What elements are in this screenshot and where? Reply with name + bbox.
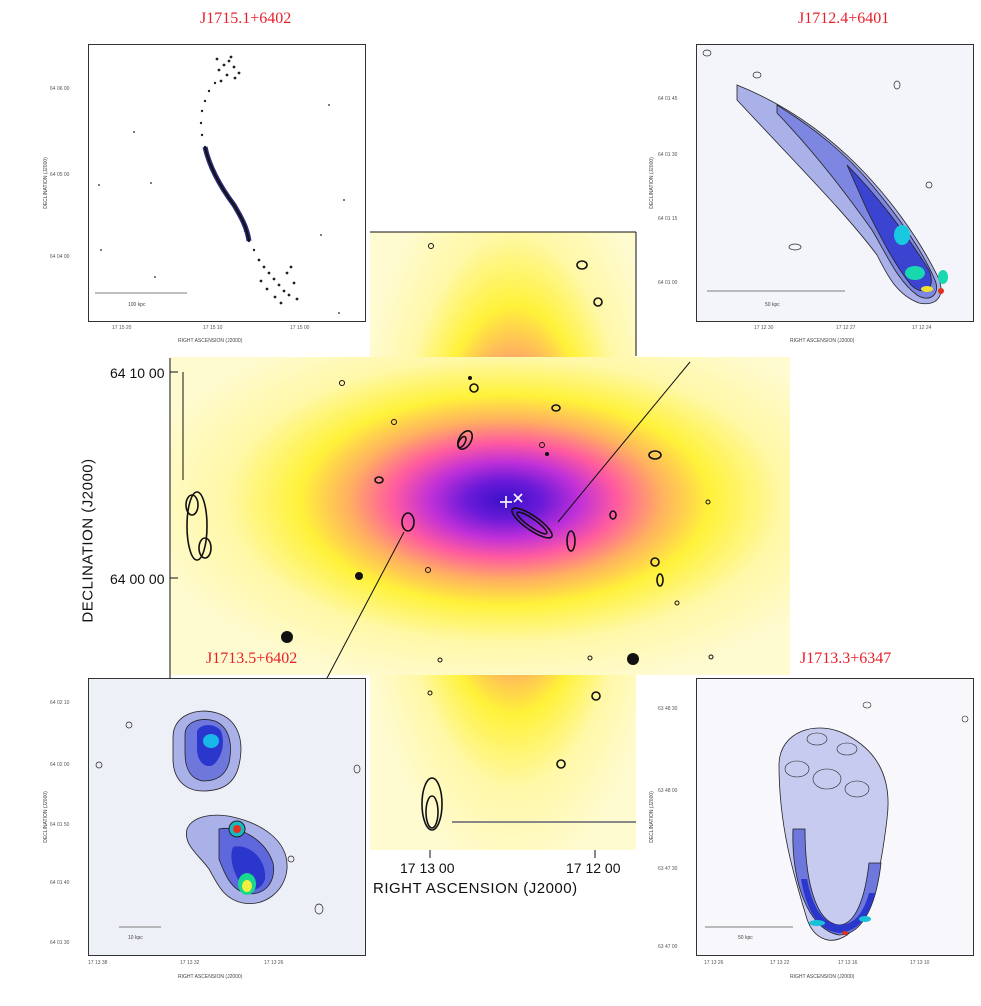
panel3-ytick-4: 64 01 40 (50, 880, 70, 886)
panel2-title: J1712.4+6401 (798, 10, 890, 27)
panel4-ytick-2: 63 48 00 (658, 788, 678, 794)
panel4-scale: 50 kpc (738, 935, 753, 941)
panel3-xtick-2: 17 13 32 (180, 960, 200, 966)
panel4-ylabel: DECLINATION (J2000) (649, 791, 655, 843)
main-xtick-2: 17 12 00 (566, 860, 621, 876)
panel4-ytick-4: 63 47 00 (658, 944, 678, 950)
panel1-ytick-3: 64 04 00 (50, 254, 70, 260)
panel2-xtick-3: 17 12 24 (912, 325, 932, 331)
panel2-ytick-2: 64 01 30 (658, 152, 678, 158)
panel3-ytick-5: 64 01 30 (50, 940, 70, 946)
main-xlabel: RIGHT ASCENSION (J2000) (373, 880, 578, 897)
panel3-image (95, 710, 361, 928)
panel3-xtick-1: 17 13 38 (88, 960, 108, 966)
panel4-frame (696, 678, 974, 956)
panel2-scale: 50 kpc (765, 302, 780, 308)
panel4-xtick-3: 17 13 16 (838, 960, 858, 966)
panel3-xlabel: RIGHT ASCENSION (J2000) (178, 974, 243, 980)
panel1-frame (88, 44, 366, 322)
main-image (170, 232, 790, 850)
panel2-xlabel: RIGHT ASCENSION (J2000) (790, 338, 855, 344)
panel4-ytick-1: 63 48 30 (658, 706, 678, 712)
panel1-xtick-2: 17 15 10 (203, 325, 223, 331)
main-xtick-1: 17 13 00 (400, 860, 455, 876)
panel2-ytick-3: 64 01 15 (658, 216, 678, 222)
panel2-ylabel: DECLINATION (J2000) (649, 157, 655, 209)
panel3-title: J1713.5+6402 (206, 650, 298, 667)
panel2-xtick-1: 17 12 30 (754, 325, 774, 331)
panel3-ytick-1: 64 02 10 (50, 700, 70, 706)
panel4-xtick-4: 17 13 10 (910, 960, 930, 966)
panel1-xlabel: RIGHT ASCENSION (J2000) (178, 338, 243, 344)
main-ytick-1: 64 10 00 (110, 365, 165, 381)
panel4-image (705, 701, 969, 941)
main-ytick-2: 64 00 00 (110, 571, 165, 587)
panel2-frame (696, 44, 974, 322)
panel1-ylabel: DECLINATION (J2000) (43, 157, 49, 209)
panel1-ytick-2: 64 05 00 (50, 172, 70, 178)
panel3-ytick-3: 64 01 50 (50, 822, 70, 828)
panel4-ytick-3: 63 47 30 (658, 866, 678, 872)
main-image-svg (170, 232, 790, 850)
panel2-ytick-1: 64 01 45 (658, 96, 678, 102)
panel4-xtick-1: 17 13 26 (704, 960, 724, 966)
panel1-scale: 100 kpc (128, 302, 146, 308)
panel4-title: J1713.3+6347 (800, 650, 892, 667)
panel3-ytick-2: 64 02 00 (50, 762, 70, 768)
panel2-image (702, 49, 948, 305)
panel1-title: J1715.1+6402 (200, 10, 292, 27)
panel4-xlabel: RIGHT ASCENSION (J2000) (790, 974, 855, 980)
panel3-scale: 10 kpc (128, 935, 143, 941)
panel4-xtick-2: 17 13 22 (770, 960, 790, 966)
panel1-image (95, 55, 345, 314)
panel1-xtick-3: 17 15 00 (290, 325, 310, 331)
panel1-ytick-1: 64 06 00 (50, 86, 70, 92)
panel3-ylabel: DECLINATION (J2000) (43, 791, 49, 843)
main-ylabel: DECLINATION (J2000) (79, 458, 97, 623)
panel3-frame (88, 678, 366, 956)
panel2-ytick-4: 64 01 00 (658, 280, 678, 286)
panel2-xtick-2: 17 12 27 (836, 325, 856, 331)
panel1-xtick-1: 17 15 20 (112, 325, 132, 331)
panel3-xtick-3: 17 13 26 (264, 960, 284, 966)
